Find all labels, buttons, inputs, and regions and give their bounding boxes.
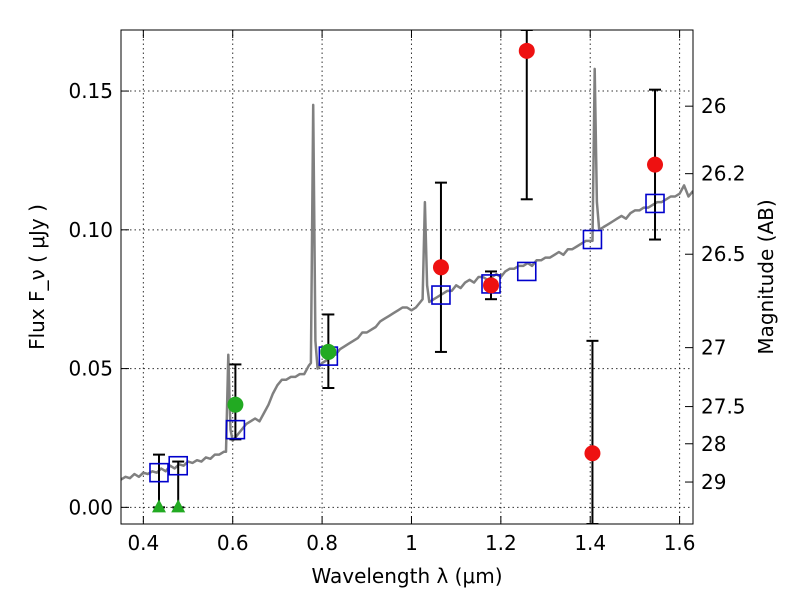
right-axis-label: Magnitude (AB) bbox=[754, 199, 778, 354]
y-tick-label: 0.15 bbox=[68, 79, 113, 103]
right-tick-label: 26.5 bbox=[701, 242, 746, 266]
non-detection-triangle bbox=[151, 499, 166, 513]
observed-optical-point bbox=[227, 396, 244, 413]
right-tick-label: 26.2 bbox=[701, 162, 746, 186]
x-axis-label: Wavelength λ (μm) bbox=[311, 564, 502, 588]
x-tick-label: 0.6 bbox=[217, 531, 249, 555]
grid-lines bbox=[121, 30, 693, 524]
model-photometry-square bbox=[431, 285, 451, 305]
right-tick-label: 27.5 bbox=[701, 395, 746, 419]
model-photometry-square bbox=[516, 261, 537, 282]
observed-ir-point bbox=[584, 445, 601, 462]
plot-frame bbox=[120, 29, 694, 525]
x-tick-label: 1 bbox=[405, 531, 418, 555]
model-photometry-square bbox=[645, 193, 665, 214]
model-spectrum-line bbox=[121, 67, 693, 481]
observed-ir-point bbox=[432, 259, 449, 276]
y-tick-label: 0.00 bbox=[68, 495, 113, 519]
model-photometry-square bbox=[582, 229, 603, 250]
plot-area bbox=[121, 30, 693, 524]
model-photometry-square bbox=[225, 419, 246, 440]
observed-ir-point bbox=[647, 156, 664, 173]
right-tick-label: 29 bbox=[701, 470, 726, 494]
observed-optical-point bbox=[320, 343, 337, 360]
observed-ir-point bbox=[518, 42, 535, 59]
right-tick-label: 27 bbox=[701, 336, 726, 360]
y-tick-label: 0.05 bbox=[68, 357, 113, 381]
model-photometry-square bbox=[168, 455, 188, 476]
x-tick-label: 1.6 bbox=[664, 531, 696, 555]
non-detection-triangle bbox=[171, 499, 186, 513]
model-photometry-square bbox=[149, 462, 169, 483]
y-axis-label: Flux F_ν ( μJy ) bbox=[25, 204, 49, 350]
x-tick-label: 1.2 bbox=[485, 531, 517, 555]
right-tick-label: 28 bbox=[701, 432, 726, 456]
axis-ticks: 0.4 0.6 0.8 1 1.2 1.4 1.6 0.00 0.05 0.10 0.15 26 26.… bbox=[68, 30, 746, 555]
x-tick-label: 1.4 bbox=[574, 531, 606, 555]
x-tick-label: 0.8 bbox=[306, 531, 338, 555]
right-tick-label: 26 bbox=[701, 94, 726, 118]
observed-ir-point bbox=[483, 277, 500, 294]
x-tick-label: 0.4 bbox=[127, 531, 159, 555]
y-tick-label: 0.10 bbox=[68, 218, 113, 242]
